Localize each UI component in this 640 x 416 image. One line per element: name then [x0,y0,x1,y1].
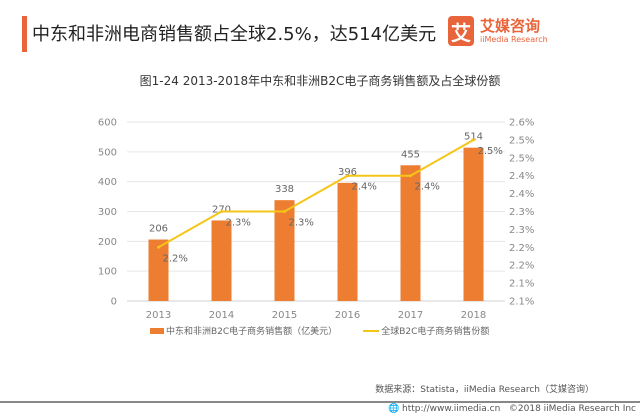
legend-swatch-line [363,329,380,332]
right-axis-tick: 2.2% [509,243,534,254]
right-axis-tick: 2.1% [509,297,534,308]
footer-divider [0,401,640,403]
line-point [220,210,223,213]
line-data-label: 2.4% [352,182,377,193]
bar-data-label: 455 [401,149,420,160]
line-data-label: 2.3% [289,218,314,229]
left-axis-tick: 600 [98,118,117,129]
line-series [158,139,474,249]
x-axis-tick: 2016 [335,310,360,321]
x-axis-tick: 2017 [398,310,423,321]
bar-data-label: 270 [212,204,231,215]
x-axis-tick: 2014 [209,310,234,321]
chart-title: 图1-24 2013-2018年中东和非洲B2C电子商务销售额及占全球份额 [139,74,501,88]
bar-data-label: 396 [338,167,357,178]
left-axis-tick: 0 [111,297,117,308]
bar [274,200,295,301]
right-axis-tick: 2.4% [509,189,534,200]
logo-en: iiMedia Research [480,34,548,44]
line-point [346,174,349,178]
line-data-label: 2.4% [415,182,440,193]
legend-item-line: 全球B2C电子商务销售份额 [363,324,489,337]
right-axis-tick: 2.3% [509,225,534,236]
bar-data-label: 514 [464,132,483,143]
legend-swatch-bar [150,327,164,334]
title-accent-bar [22,16,27,52]
left-axis-tick: 100 [98,267,117,278]
legend-item-bar: 中东和非洲B2C电子商务销售额（亿美元） [150,324,337,337]
footer-copyright: ©2018 iiMedia Research Inc [508,404,636,414]
line-point [472,138,475,142]
right-axis-tick: 2.4% [509,171,534,182]
legend: 中东和非洲B2C电子商务销售额（亿美元） 全球B2C电子商务销售份额 [150,324,489,337]
right-axis-tick: 2.5% [509,153,534,164]
bar [400,165,421,301]
x-axis-tick: 2013 [146,310,171,321]
line-data-label: 2.2% [163,253,188,264]
line-data-label: 2.3% [226,218,251,229]
logo-cn: 艾媒咨询 [480,16,541,35]
left-axis-tick: 400 [98,177,117,188]
line-point [409,174,412,178]
right-axis-tick: 2.2% [509,261,534,272]
legend-label-line: 全球B2C电子商务销售份额 [381,327,490,337]
left-axis-tick: 500 [98,147,117,158]
footer: 🌐 http://www.iimedia.cn ©2018 iiMedia Re… [388,404,636,414]
line-point [157,245,160,249]
logo: 艾 艾媒咨询 iiMedia Research [448,16,548,46]
page-title: 中东和非洲电商销售额占全球2.5%，达514亿美元 [32,24,437,45]
left-axis-tick: 200 [98,237,117,248]
bar [337,182,358,301]
x-axis-tick: 2018 [461,310,486,321]
right-axis-tick: 2.5% [509,135,534,146]
bar [148,239,169,301]
bar-data-label: 206 [149,224,168,235]
line-point [283,210,286,213]
data-source: 数据来源：Statista，iiMedia Research（艾媒咨询） [375,385,594,395]
left-axis-tick: 300 [98,207,117,218]
right-axis-tick: 2.3% [509,207,534,218]
bar [463,147,484,301]
footer-url[interactable]: http://www.iimedia.cn [402,404,501,414]
bar-data-label: 338 [275,184,294,195]
right-axis-tick: 2.6% [509,118,534,129]
globe-icon: 🌐 [387,404,400,414]
bar [211,220,232,301]
right-axis-tick: 2.1% [509,279,534,290]
logo-mark: 艾 [448,16,474,46]
x-axis-tick: 2015 [272,310,297,321]
legend-label-bar: 中东和非洲B2C电子商务销售额（亿美元） [166,327,338,337]
line-data-label: 2.5% [478,146,503,157]
